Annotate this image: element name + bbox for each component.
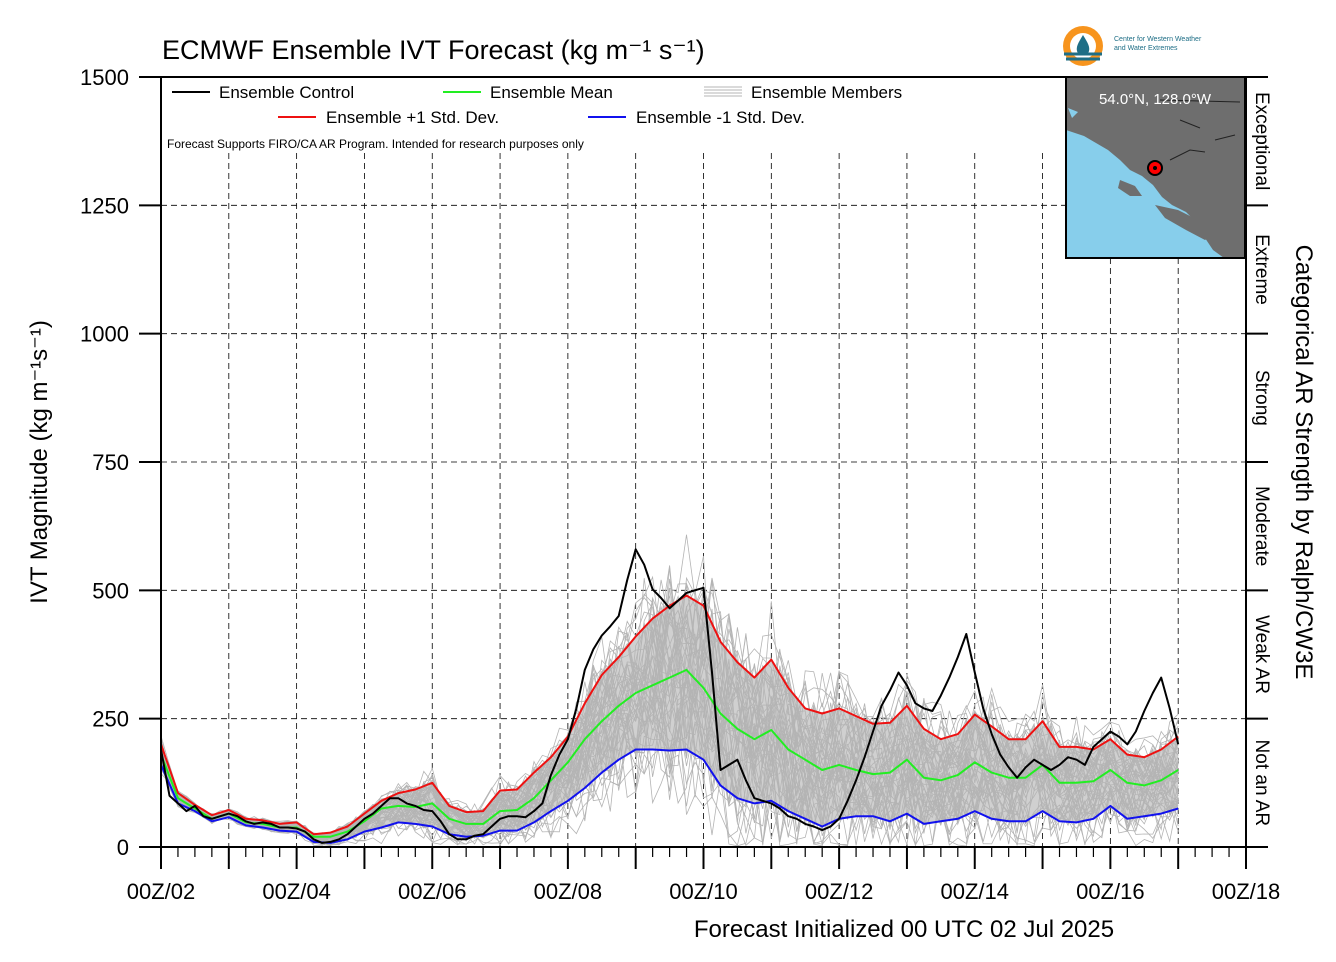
axes: 0 250 500 750 1000 1250 1500 00Z/02 00Z/04 00Z/06…	[80, 65, 1280, 904]
inset-rivers	[1159, 99, 1241, 161]
legend-label-plus-std: Ensemble +1 Std. Dev.	[326, 108, 499, 127]
x-tick-label: 00Z/02	[127, 879, 196, 904]
grid-lines	[161, 153, 1246, 847]
y-tick-label: 1000	[80, 322, 129, 347]
inset-island	[1118, 180, 1142, 196]
x-tick-label: 00Z/06	[398, 879, 467, 904]
logo-waves	[1064, 52, 1102, 61]
y-tick-label: 1250	[80, 193, 129, 218]
x-tick-label: 00Z/08	[534, 879, 603, 904]
legend: Ensemble Control Ensemble Mean Ensemble …	[167, 83, 902, 151]
disclaimer-note: Forecast Supports FIRO/CA AR Program. In…	[167, 137, 584, 151]
x-tick-label: 00Z/16	[1076, 879, 1145, 904]
member-line	[160, 667, 1179, 843]
y-tick-label: 1500	[80, 65, 129, 90]
drop-icon	[1076, 35, 1090, 55]
x-axis-label: Forecast Initialized 00 UTC 02 Jul 2025	[694, 916, 1114, 943]
category-label: Exceptional	[1251, 92, 1272, 190]
inset-frame	[1065, 76, 1246, 259]
inset-inlets	[1068, 108, 1090, 150]
y-tick-label: 250	[92, 707, 129, 732]
x-tick-label: 00Z/04	[262, 879, 331, 904]
category-label: Strong	[1251, 370, 1272, 426]
category-label: Moderate	[1251, 486, 1272, 566]
legend-label-mean: Ensemble Mean	[490, 83, 613, 102]
category-labels: Not an AR Weak AR Moderate Strong Extreme Exc…	[1251, 92, 1272, 826]
x-tick-label: 00Z/10	[669, 879, 738, 904]
cw3e-logo: Center for Western Weather and Water Ext…	[1063, 26, 1202, 66]
series-line-ensemble-mean	[160, 668, 1179, 838]
member-line	[160, 690, 1179, 846]
legend-label-members: Ensemble Members	[751, 83, 902, 102]
inset-map: 54.0°N, 128.0°W	[1065, 76, 1246, 259]
x-tick-label: 00Z/12	[805, 879, 874, 904]
location-marker-center	[1153, 166, 1157, 170]
y-tick-label: 500	[92, 578, 129, 603]
category-label: Weak AR	[1251, 615, 1272, 694]
member-line	[160, 697, 1179, 847]
chart-title: ECMWF Ensemble IVT Forecast (kg m⁻¹ s⁻¹)	[162, 35, 705, 65]
series-lines	[160, 548, 1180, 844]
x-tick-label: 00Z/18	[1212, 879, 1281, 904]
spread-band	[161, 595, 1179, 843]
series-line-ensemble-control	[160, 548, 1180, 844]
legend-label-control: Ensemble Control	[219, 83, 354, 102]
y-axis-label: IVT Magnitude (kg m⁻¹s⁻¹)	[26, 320, 53, 604]
y-tick-label: 750	[92, 450, 129, 475]
category-label: Extreme	[1251, 234, 1272, 305]
y-tick-label: 0	[117, 835, 129, 860]
legend-swatch-members	[704, 86, 742, 97]
logo-text-2: and Water Extremes	[1114, 45, 1178, 52]
logo-text-1: Center for Western Weather	[1114, 36, 1202, 43]
ensemble-members	[160, 534, 1179, 847]
inset-island-2	[1155, 205, 1212, 240]
category-label: Not an AR	[1251, 740, 1272, 827]
location-label: 54.0°N, 128.0°W	[1099, 91, 1212, 108]
x-tick-label: 00Z/14	[941, 879, 1010, 904]
series-line-ensemble-1-std-dev	[160, 594, 1179, 836]
right-axis-label: Categorical AR Strength by Ralph/CW3E	[1290, 245, 1317, 680]
legend-label-minus-std: Ensemble -1 Std. Dev.	[636, 108, 805, 127]
